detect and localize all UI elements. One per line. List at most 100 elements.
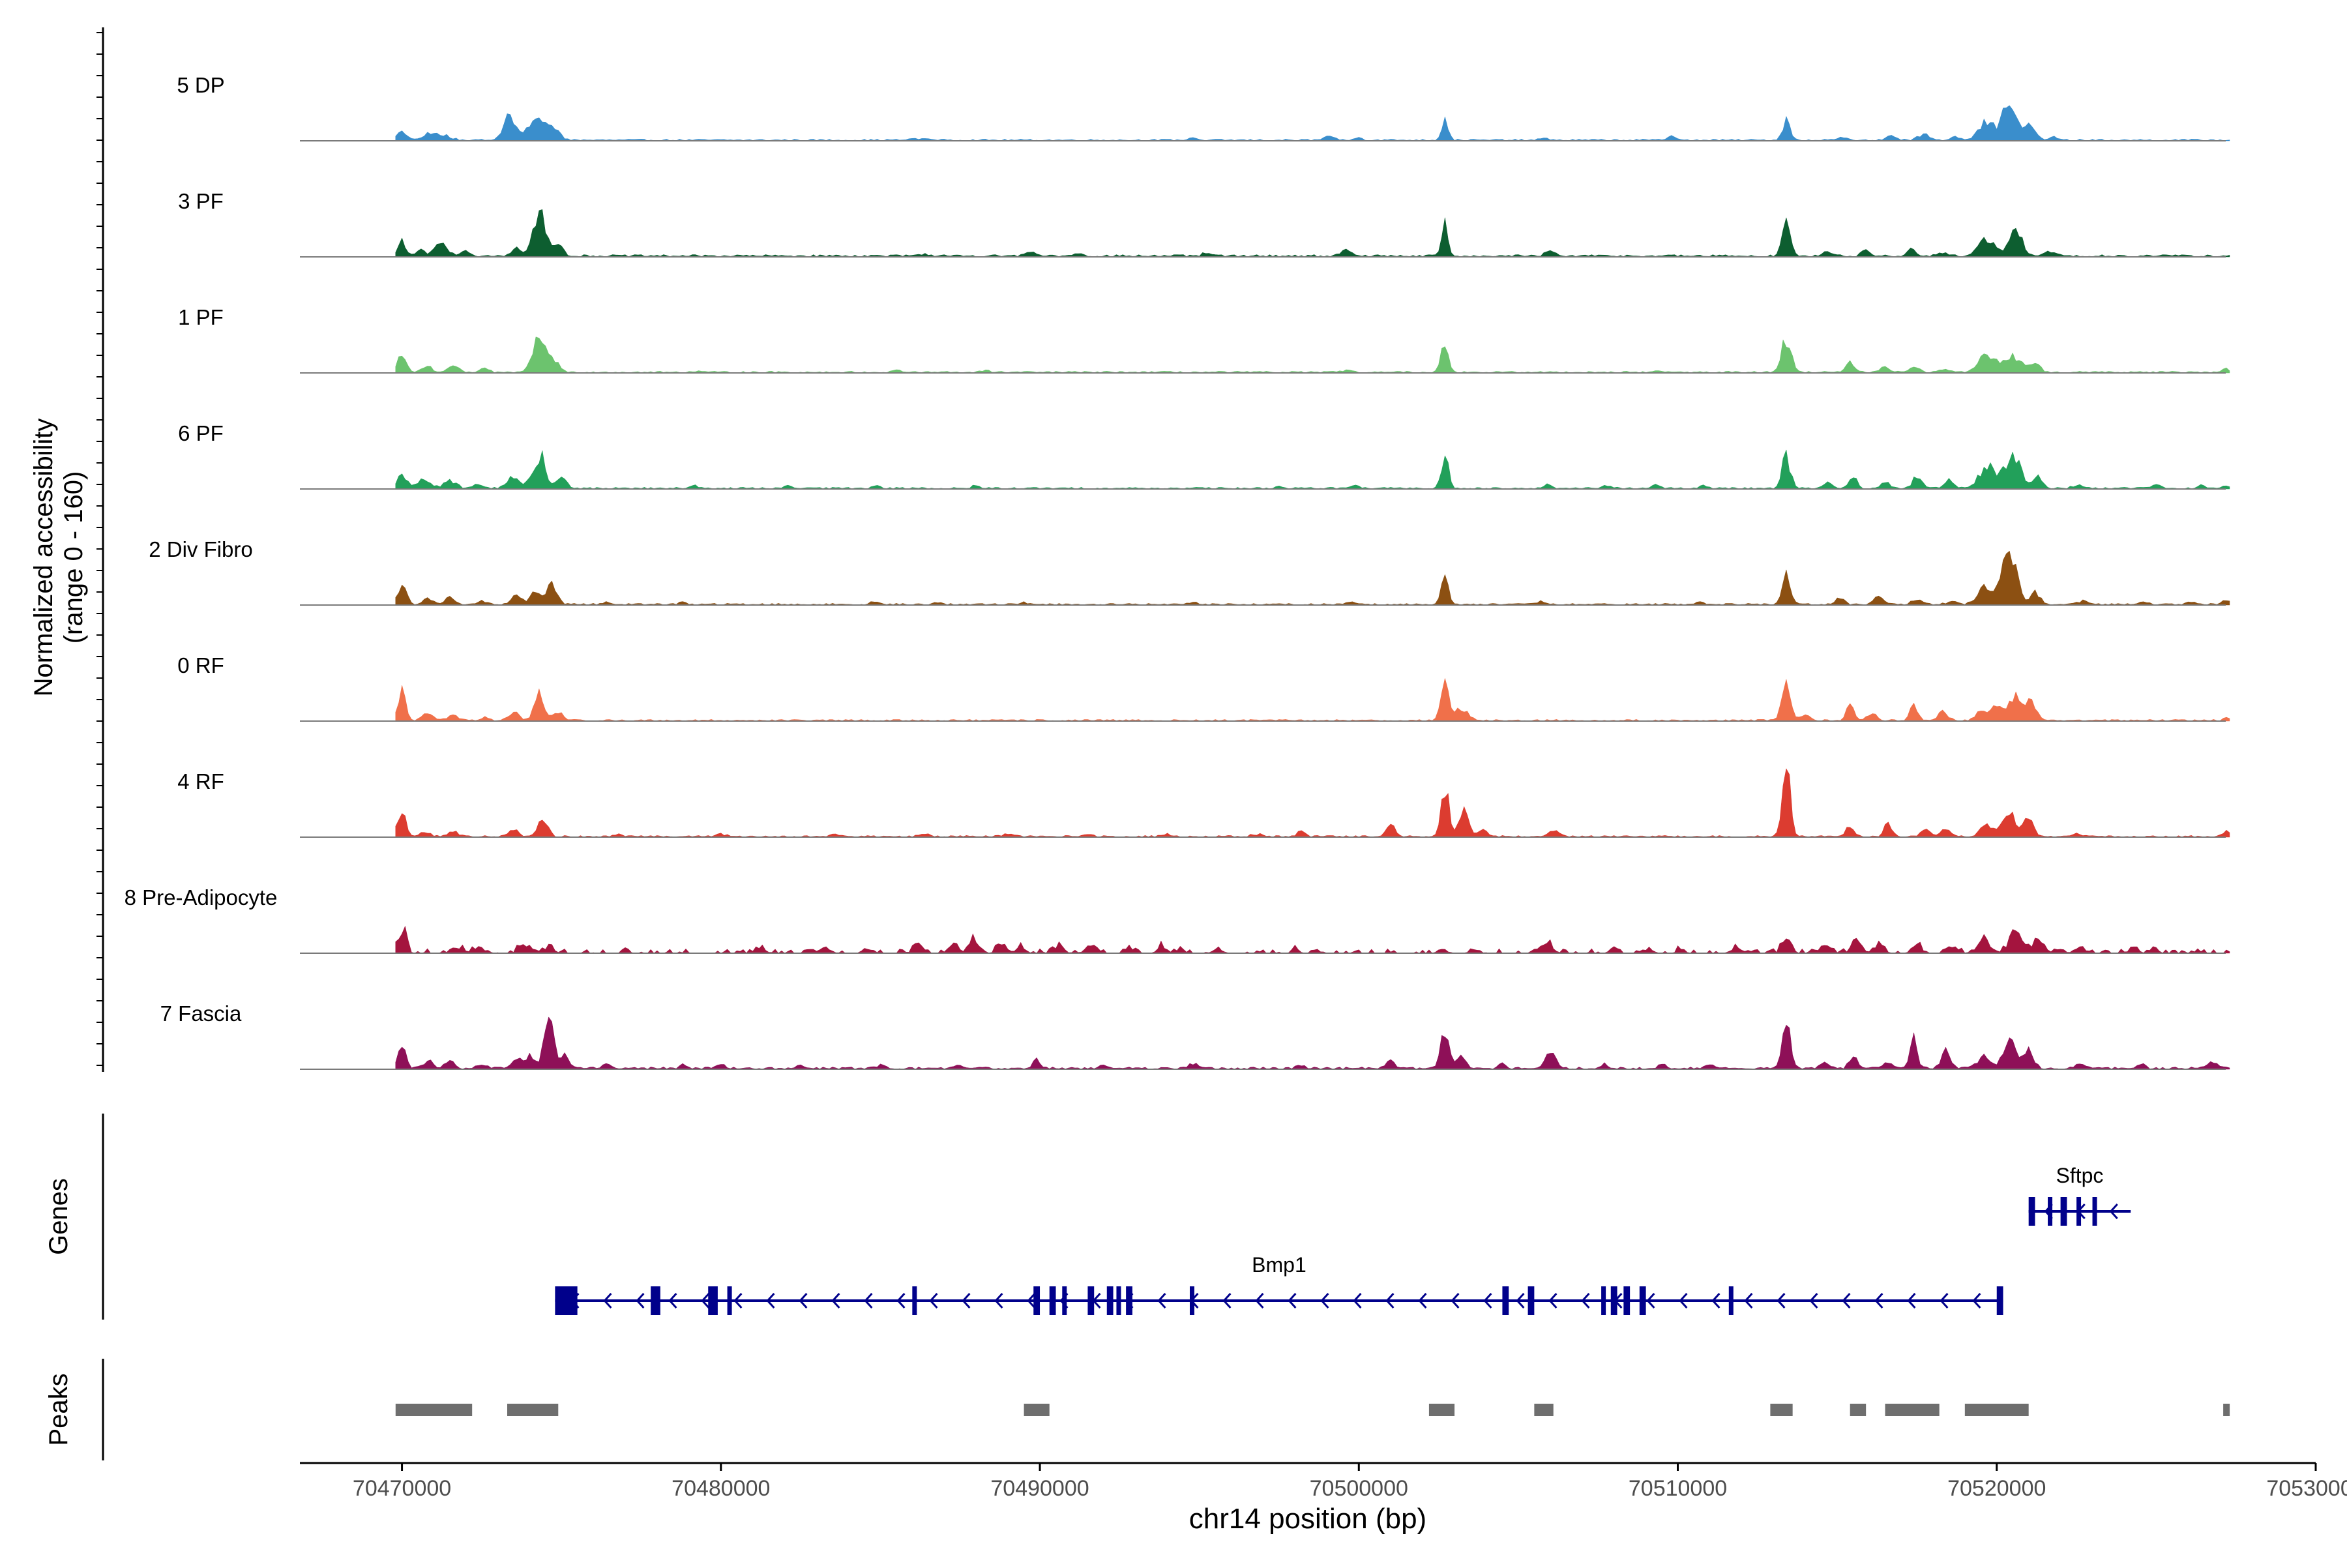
strand-arrow xyxy=(831,1292,840,1309)
exon xyxy=(2060,1197,2067,1226)
exon xyxy=(2048,1197,2053,1226)
coverage-area xyxy=(395,1016,2230,1070)
coverage-area xyxy=(395,209,2230,258)
x-axis-ticks: 70470000 70480000 70490000 70500000 70510000… xyxy=(353,1463,2347,1501)
exon xyxy=(1639,1286,1646,1315)
strand-arrow xyxy=(1385,1292,1395,1309)
exon xyxy=(555,1286,578,1315)
coverage-area xyxy=(395,105,2230,141)
exon xyxy=(1623,1286,1631,1315)
strand-arrow xyxy=(1711,1292,1720,1309)
strand-arrow xyxy=(1646,1292,1655,1309)
x-tick-label: 70470000 xyxy=(353,1476,451,1501)
peak-region xyxy=(1534,1404,1554,1416)
genes-panel-label: Genes xyxy=(44,1178,73,1255)
track-label: 5 DP xyxy=(177,73,224,97)
strand-arrow xyxy=(2109,1203,2118,1220)
track-label: 3 PF xyxy=(178,189,224,213)
gene-annotations: Bmp1 Sftpc xyxy=(555,1164,2131,1315)
strand-arrow xyxy=(1679,1292,1688,1309)
strand-arrow xyxy=(1027,1292,1036,1309)
exon xyxy=(1062,1286,1067,1315)
coverage-area xyxy=(395,449,2230,490)
x-tick-label: 70500000 xyxy=(1310,1476,1408,1501)
strand-arrow xyxy=(1320,1292,1329,1309)
strand-arrow xyxy=(733,1292,743,1309)
exon xyxy=(2092,1197,2097,1226)
strand-arrow xyxy=(929,1292,938,1309)
strand-arrow xyxy=(1972,1292,1981,1309)
peak-region xyxy=(1770,1404,1793,1416)
strand-arrow xyxy=(1874,1292,1883,1309)
exon xyxy=(1049,1286,1056,1315)
exon xyxy=(1502,1286,1509,1315)
peak-region xyxy=(395,1404,473,1416)
strand-arrow xyxy=(994,1292,1003,1309)
strand-arrow xyxy=(1842,1292,1851,1309)
exon xyxy=(1033,1286,1041,1315)
exon xyxy=(1106,1286,1114,1315)
exon xyxy=(1116,1286,1121,1315)
strand-arrow xyxy=(1451,1292,1460,1309)
strand-arrow xyxy=(1222,1292,1232,1309)
strand-arrow xyxy=(864,1292,873,1309)
exon xyxy=(708,1286,718,1315)
exon xyxy=(1126,1286,1132,1315)
track-label: 7 Fascia xyxy=(160,1001,242,1026)
strand-arrow xyxy=(1418,1292,1427,1309)
strand-arrow xyxy=(1777,1292,1786,1309)
peak-region xyxy=(1024,1404,1050,1416)
y-axis-label-line1: Normalized accessibility xyxy=(29,419,58,697)
coverage-tracks: 5 DP 3 PF 1 PF 6 PF 2 Div Fibro 0 RF 4 RF 8 Pre… xyxy=(125,73,2230,1070)
exon xyxy=(1610,1286,1617,1315)
x-tick-label: 70510000 xyxy=(1629,1476,1727,1501)
track-label: 4 RF xyxy=(177,769,224,793)
strand-arrow xyxy=(701,1292,710,1309)
strand-arrow xyxy=(1353,1292,1362,1309)
peak-region xyxy=(1885,1404,1940,1416)
x-tick-label: 70530000 xyxy=(2266,1476,2347,1501)
strand-arrow xyxy=(1548,1292,1557,1309)
peak-region xyxy=(507,1404,559,1416)
peak-region xyxy=(1964,1404,2029,1416)
peak-regions xyxy=(395,1404,2230,1416)
strand-arrow xyxy=(1809,1292,1818,1309)
strand-arrow xyxy=(1255,1292,1264,1309)
strand-arrow xyxy=(1907,1292,1916,1309)
strand-arrow xyxy=(1940,1292,1949,1309)
track-label: 1 PF xyxy=(178,305,224,329)
y-axis-label-line2: (range 0 - 160) xyxy=(59,471,88,644)
strand-arrow xyxy=(962,1292,971,1309)
exon xyxy=(727,1286,732,1315)
x-axis-label: chr14 position (bp) xyxy=(1189,1503,1426,1535)
strand-arrow xyxy=(1157,1292,1166,1309)
strand-arrow xyxy=(636,1292,645,1309)
strand-arrow xyxy=(766,1292,775,1309)
coverage-y-axis-ticks xyxy=(96,32,103,1066)
exon xyxy=(1728,1286,1734,1315)
exon xyxy=(1996,1286,2003,1315)
exon xyxy=(2028,1197,2035,1226)
exon xyxy=(1528,1286,1535,1315)
peak-region xyxy=(1428,1404,1455,1416)
strand-arrow xyxy=(668,1292,677,1309)
strand-arrow xyxy=(1744,1292,1753,1309)
exon xyxy=(1189,1286,1194,1315)
strand-arrow xyxy=(799,1292,808,1309)
strand-arrow xyxy=(1581,1292,1590,1309)
x-tick-label: 70490000 xyxy=(990,1476,1089,1501)
peak-region xyxy=(1850,1404,1867,1416)
exon xyxy=(2076,1197,2082,1226)
strand-arrow xyxy=(1288,1292,1297,1309)
strand-arrow xyxy=(603,1292,612,1309)
gene-name: Sftpc xyxy=(2056,1164,2104,1187)
peaks-panel-label: Peaks xyxy=(44,1373,73,1445)
strand-arrow xyxy=(896,1292,906,1309)
track-label: 0 RF xyxy=(177,653,224,677)
peak-region xyxy=(2223,1404,2230,1416)
x-tick-label: 70480000 xyxy=(672,1476,770,1501)
strand-arrow xyxy=(1516,1292,1525,1309)
